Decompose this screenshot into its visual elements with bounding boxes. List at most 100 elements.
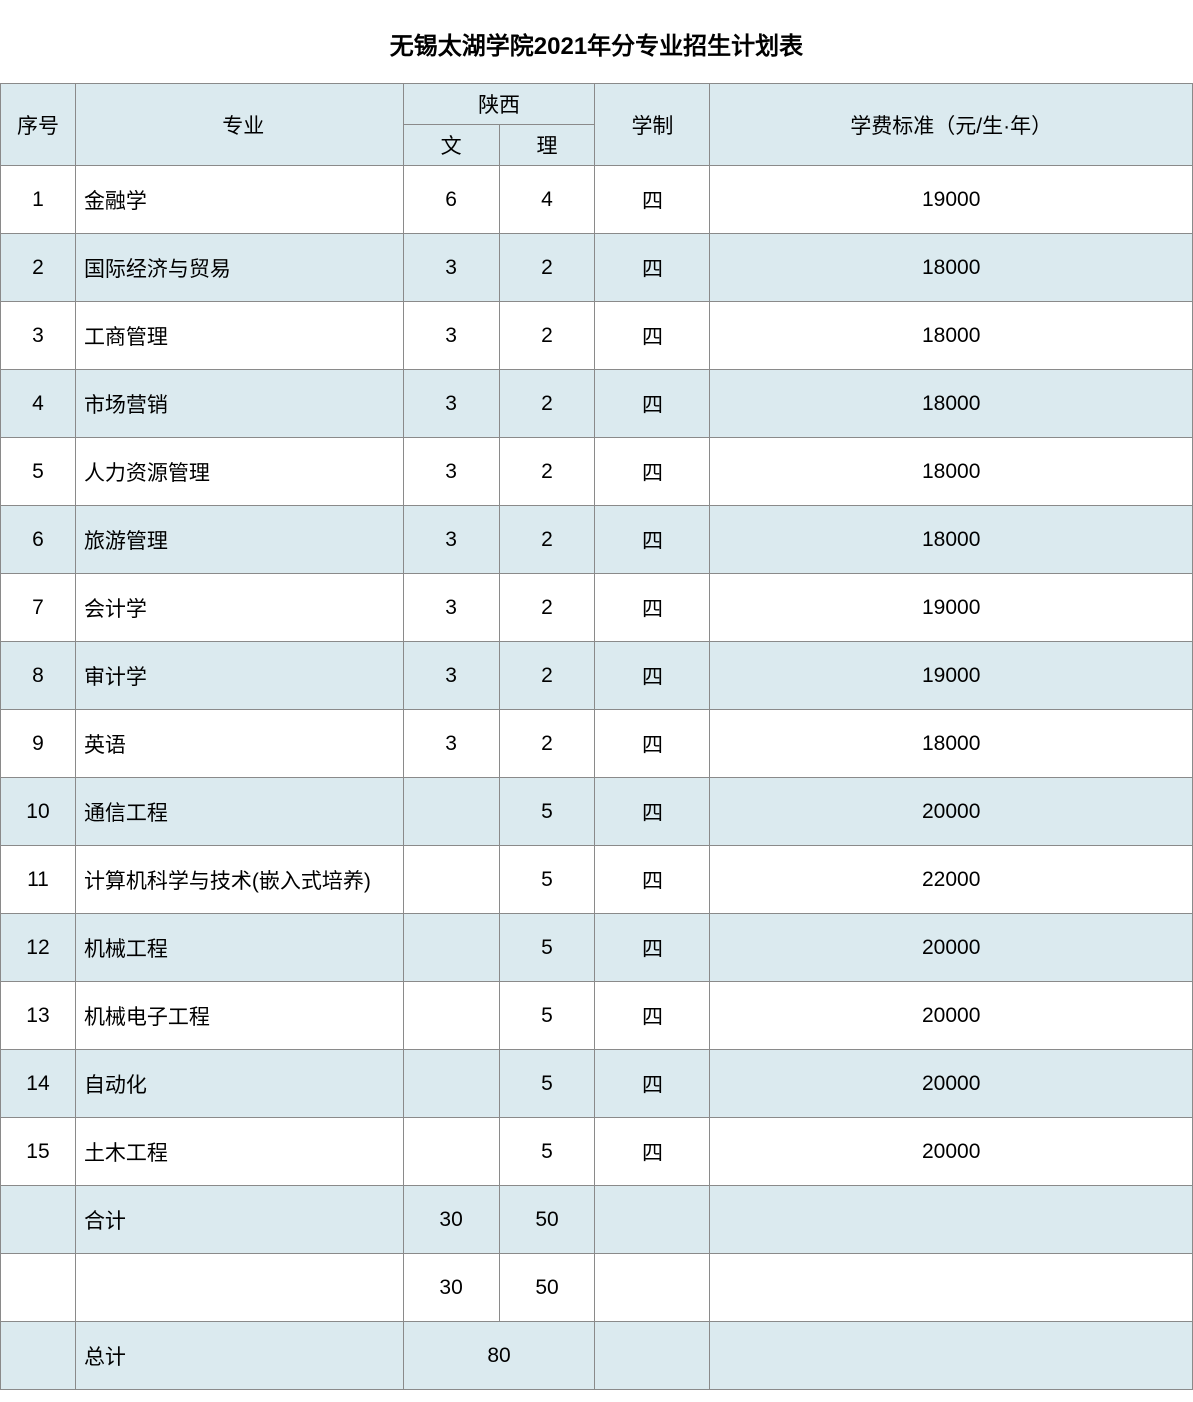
cell-xuezhi: 四 [595,438,710,506]
table-row: 5人力资源管理32四18000 [1,438,1193,506]
cell-fee: 18000 [710,234,1193,302]
cell-wen: 3 [403,370,499,438]
cell-wen [403,1050,499,1118]
cell-li: 5 [499,914,595,982]
table-row: 11计算机科学与技术(嵌入式培养)5四22000 [1,846,1193,914]
cell-xuezhi: 四 [595,982,710,1050]
cell-wen: 3 [403,642,499,710]
table-row: 1金融学64四19000 [1,166,1193,234]
table-row: 6旅游管理32四18000 [1,506,1193,574]
cell-li: 2 [499,642,595,710]
cell-xuezhi: 四 [595,642,710,710]
cell-xuezhi [595,1186,710,1254]
cell-li: 5 [499,778,595,846]
cell-fee: 18000 [710,710,1193,778]
header-li: 理 [499,125,595,166]
cell-major: 机械电子工程 [75,982,403,1050]
header-region: 陕西 [403,84,595,125]
cell-major: 土木工程 [75,1118,403,1186]
cell-seq: 4 [1,370,76,438]
cell-major [75,1254,403,1322]
cell-li: 5 [499,1118,595,1186]
table-row: 7会计学32四19000 [1,574,1193,642]
cell-li: 50 [499,1254,595,1322]
cell-xuezhi: 四 [595,710,710,778]
cell-major: 旅游管理 [75,506,403,574]
cell-li: 2 [499,506,595,574]
cell-seq: 11 [1,846,76,914]
cell-wen [403,1118,499,1186]
table-row: 4市场营销32四18000 [1,370,1193,438]
cell-seq: 15 [1,1118,76,1186]
cell-fee: 19000 [710,574,1193,642]
cell-major: 工商管理 [75,302,403,370]
cell-seq [1,1254,76,1322]
cell-major: 审计学 [75,642,403,710]
cell-seq: 13 [1,982,76,1050]
cell-major: 金融学 [75,166,403,234]
cell-wen: 3 [403,302,499,370]
summary-row: 3050 [1,1254,1193,1322]
cell-major: 市场营销 [75,370,403,438]
cell-major: 合计 [75,1186,403,1254]
cell-seq: 9 [1,710,76,778]
cell-xuezhi: 四 [595,846,710,914]
cell-fee: 18000 [710,506,1193,574]
cell-seq: 14 [1,1050,76,1118]
cell-li: 2 [499,574,595,642]
cell-xuezhi [595,1254,710,1322]
cell-fee: 22000 [710,846,1193,914]
cell-li: 5 [499,1050,595,1118]
cell-wen: 3 [403,234,499,302]
cell-fee: 20000 [710,914,1193,982]
cell-wen [403,982,499,1050]
summary-row: 合计3050 [1,1186,1193,1254]
cell-xuezhi: 四 [595,302,710,370]
table-row: 14自动化5四20000 [1,1050,1193,1118]
table-row: 10通信工程5四20000 [1,778,1193,846]
cell-seq: 1 [1,166,76,234]
cell-wen: 6 [403,166,499,234]
header-fee: 学费标准（元/生·年） [710,84,1193,166]
header-row-1: 序号 专业 陕西 学制 学费标准（元/生·年） [1,84,1193,125]
summary-row: 总计80 [1,1322,1193,1390]
cell-fee: 20000 [710,1118,1193,1186]
cell-fee: 19000 [710,642,1193,710]
cell-wen: 30 [403,1254,499,1322]
table-row: 3工商管理32四18000 [1,302,1193,370]
cell-seq: 2 [1,234,76,302]
table-container: 无锡太湖学院2021年分专业招生计划表 序号 专业 陕西 学制 学费标准（元/生… [0,0,1193,1402]
cell-seq: 10 [1,778,76,846]
table-row: 2国际经济与贸易32四18000 [1,234,1193,302]
table-row: 9英语32四18000 [1,710,1193,778]
cell-fee: 18000 [710,370,1193,438]
cell-fee: 18000 [710,438,1193,506]
cell-seq: 5 [1,438,76,506]
cell-wen: 3 [403,574,499,642]
cell-li: 2 [499,234,595,302]
page-title: 无锡太湖学院2021年分专业招生计划表 [0,12,1193,83]
cell-wen [403,914,499,982]
cell-seq [1,1186,76,1254]
table-row: 12机械工程5四20000 [1,914,1193,982]
cell-major: 自动化 [75,1050,403,1118]
cell-wen: 30 [403,1186,499,1254]
cell-wen [403,846,499,914]
cell-li: 5 [499,846,595,914]
cell-seq [1,1322,76,1390]
cell-wen [403,778,499,846]
header-major: 专业 [75,84,403,166]
cell-seq: 8 [1,642,76,710]
cell-xuezhi: 四 [595,914,710,982]
cell-li: 2 [499,710,595,778]
header-seq: 序号 [1,84,76,166]
cell-fee: 18000 [710,302,1193,370]
cell-wen: 3 [403,438,499,506]
cell-major: 通信工程 [75,778,403,846]
table-row: 8审计学32四19000 [1,642,1193,710]
header-wen: 文 [403,125,499,166]
cell-merged-total: 80 [403,1322,595,1390]
cell-seq: 6 [1,506,76,574]
cell-fee: 20000 [710,1050,1193,1118]
cell-li: 2 [499,302,595,370]
